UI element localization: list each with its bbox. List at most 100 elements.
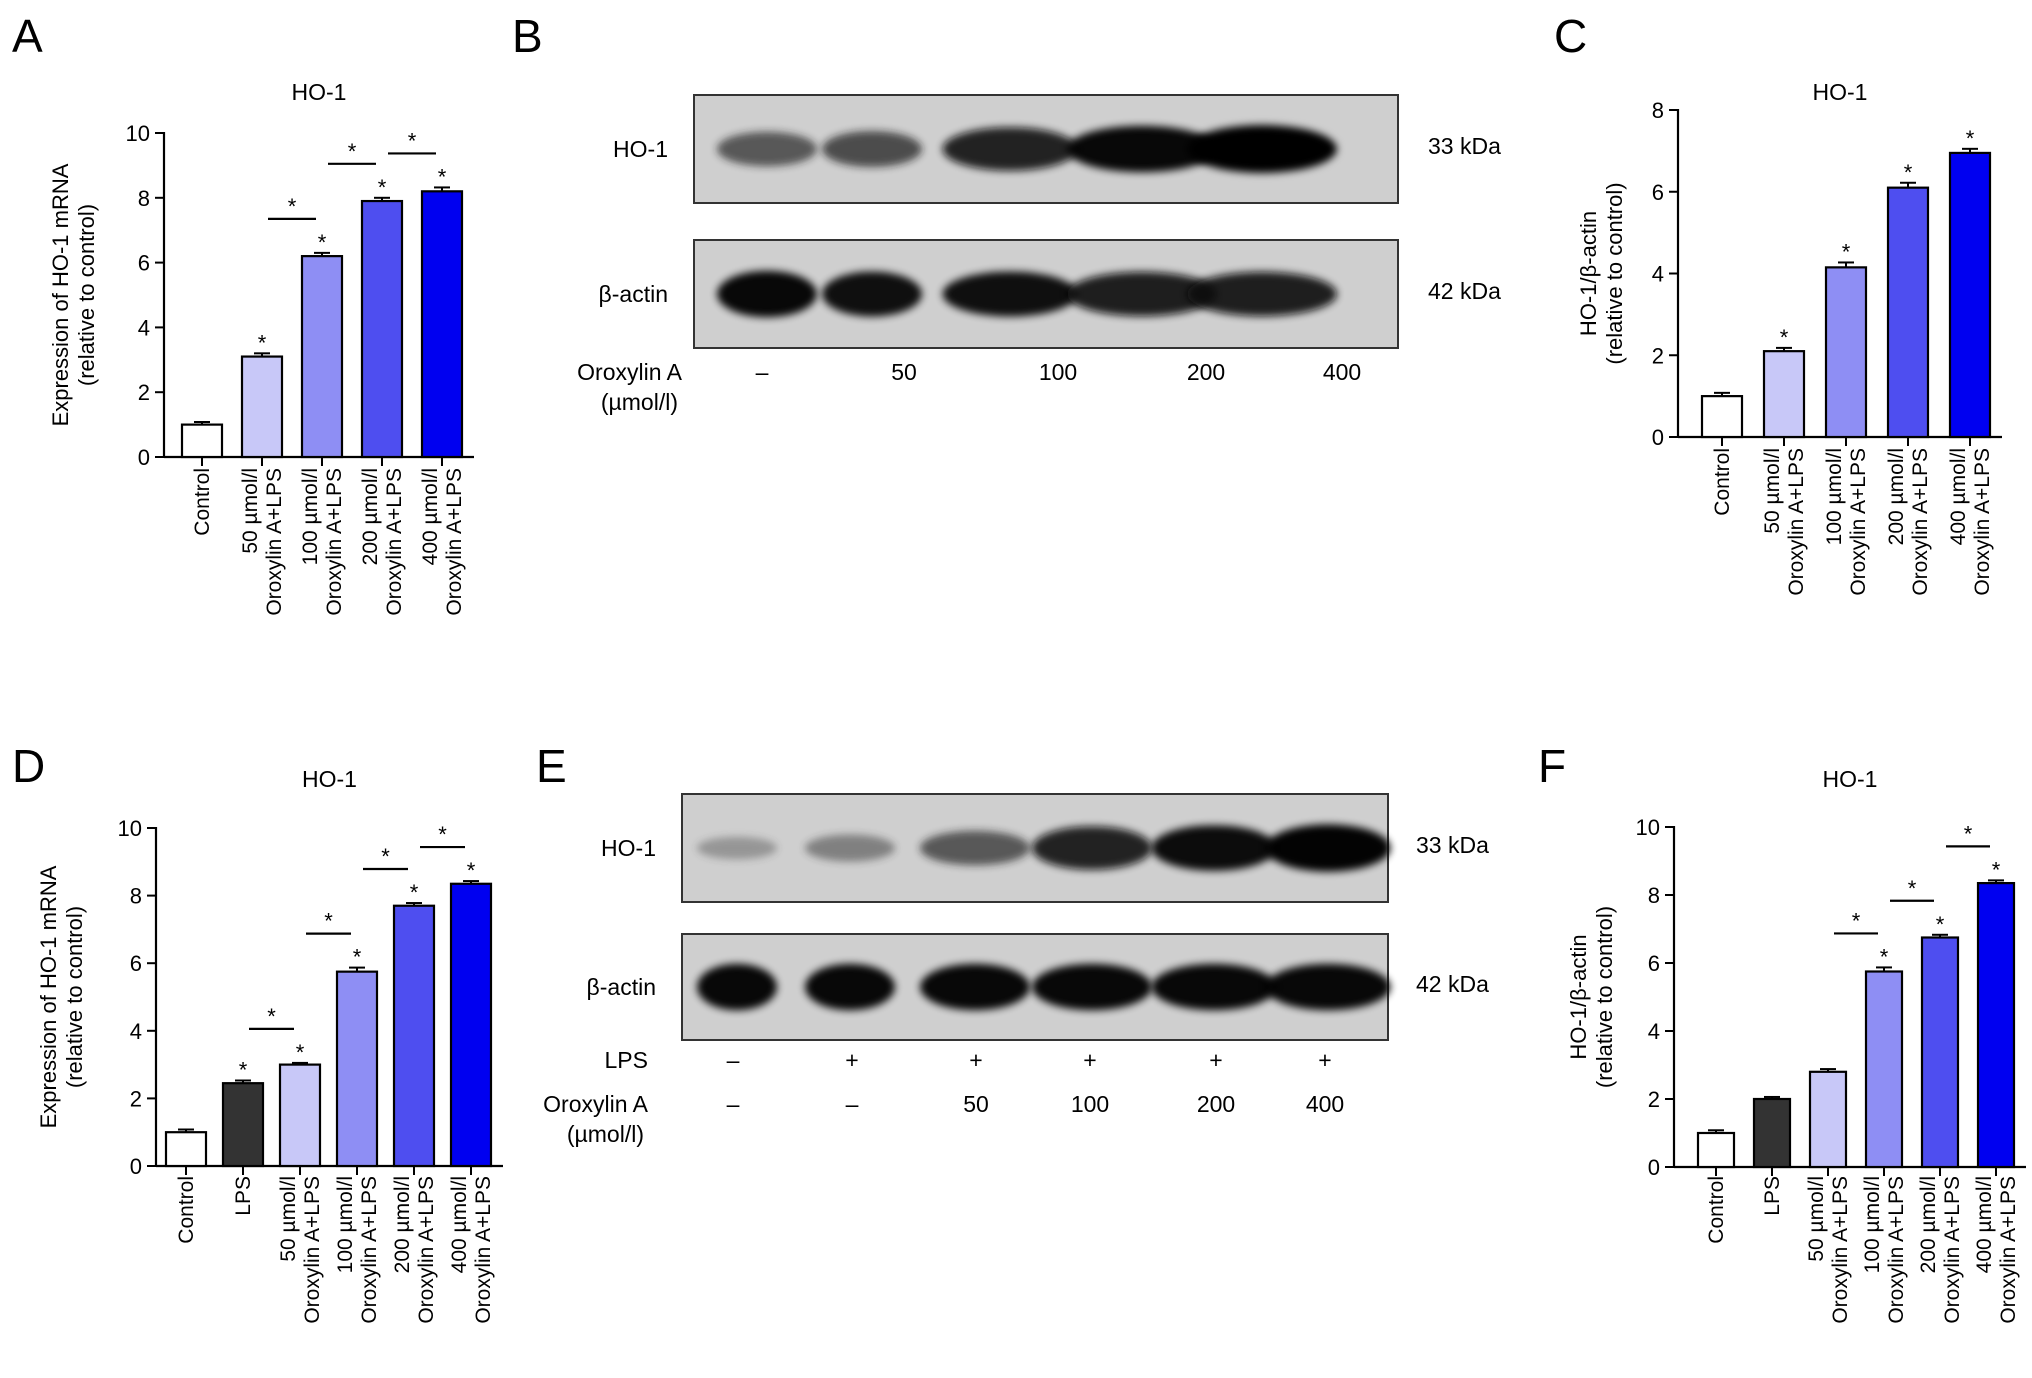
category-label: Oroxylin A+LPS [323, 468, 346, 616]
blot-row-label: HO-1 [601, 835, 656, 861]
blot-band [1187, 125, 1337, 173]
comparison-star: * [324, 909, 333, 934]
category-label: 100 µmol/l [334, 1176, 357, 1273]
blot-band [805, 963, 895, 1011]
category-label: LPS [232, 1176, 255, 1216]
bar [449, 882, 493, 1168]
significance-star: * [467, 858, 476, 883]
blot-band [717, 131, 817, 167]
treatment-value: + [1318, 1047, 1331, 1073]
panel-letter-d: D [12, 740, 45, 792]
bar [1700, 395, 1744, 439]
western-blot-panel-e: HO-1 33 kDa β-actin 42 kDa LPS – + + + + + Oroxylin… [543, 793, 1489, 1147]
category-label: Oroxylin A+LPS [472, 1176, 495, 1324]
chart-title: HO-1 [292, 79, 347, 105]
treatment-value: + [845, 1047, 858, 1073]
category-label: 50 µmol/l [277, 1176, 300, 1262]
y-axis-label: (relative to control) [1592, 906, 1617, 1088]
blot-band [1265, 824, 1391, 872]
blot-band [942, 127, 1078, 171]
treatment-value: 200 [1187, 359, 1225, 385]
bar [240, 355, 284, 459]
comparison-star: * [267, 1004, 276, 1029]
comparison-star: * [1908, 876, 1917, 901]
category-label: Oroxylin A+LPS [443, 468, 466, 616]
blot-band [1265, 963, 1391, 1011]
blot-band [1067, 125, 1217, 173]
blot-row-label: β-actin [599, 281, 668, 307]
blot-band [920, 830, 1030, 866]
y-tick-label: 0 [1652, 425, 1664, 450]
treatment-value: 200 [1197, 1091, 1235, 1117]
category-label: Oroxylin A+LPS [301, 1176, 324, 1324]
significance-star: * [318, 230, 327, 255]
y-tick-label: 0 [1648, 1155, 1660, 1180]
significance-star: * [438, 164, 447, 189]
category-label: 200 µmol/l [391, 1176, 414, 1273]
category-label: Oroxylin A+LPS [1829, 1176, 1852, 1324]
significance-star: * [1842, 239, 1851, 264]
bar [1762, 350, 1806, 439]
treatment-unit-label: (µmol/l) [601, 389, 678, 415]
category-label: Control [1705, 1176, 1728, 1244]
y-tick-label: 2 [1648, 1087, 1660, 1112]
treatment-value: – [846, 1091, 859, 1117]
category-label: 400 µmol/l [448, 1176, 471, 1273]
y-axis-label: (relative to control) [62, 906, 87, 1088]
chart-panel-a: HO-1 Expression of HO-1 mRNA (relative to … [48, 79, 474, 616]
comparison-star: * [1964, 821, 1973, 846]
blot-band [717, 270, 817, 318]
category-label: 100 µmol/l [1823, 448, 1846, 545]
blot-kda-label: 42 kDa [1428, 278, 1501, 304]
treatment-value: 100 [1039, 359, 1077, 385]
blot-kda-label: 33 kDa [1416, 832, 1489, 858]
bar [1948, 151, 1992, 439]
y-axis-label: HO-1/β-actin [1566, 934, 1591, 1059]
blot-row-label: HO-1 [613, 136, 668, 162]
significance-star: * [410, 880, 419, 905]
y-tick-label: 6 [138, 251, 150, 276]
y-tick-label: 2 [130, 1086, 142, 1111]
y-tick-label: 4 [130, 1019, 142, 1044]
category-label: Oroxylin A+LPS [1785, 448, 1808, 596]
panel-letter-a: A [12, 10, 43, 62]
y-tick-label: 6 [130, 951, 142, 976]
treatment-value: 50 [891, 359, 917, 385]
comparison-star: * [1852, 908, 1861, 933]
bar [392, 904, 436, 1168]
treatment-label: Oroxylin A [543, 1091, 648, 1117]
treatment-value: – [756, 359, 769, 385]
y-tick-label: 8 [130, 884, 142, 909]
y-axis-label: HO-1/β-actin [1576, 211, 1601, 336]
category-label: Oroxylin A+LPS [1997, 1176, 2020, 1324]
category-label: Oroxylin A+LPS [1847, 448, 1870, 596]
category-label: Control [175, 1176, 198, 1244]
chart-title: HO-1 [1823, 766, 1878, 792]
y-axis-label: Expression of HO-1 mRNA [36, 865, 61, 1128]
y-tick-label: 6 [1648, 951, 1660, 976]
bar [360, 199, 404, 459]
y-axis-label: (relative to control) [1602, 182, 1627, 364]
category-label: 100 µmol/l [1861, 1176, 1884, 1273]
bar [1864, 970, 1904, 1169]
bar [335, 970, 379, 1168]
category-label: Oroxylin A+LPS [263, 468, 286, 616]
blot-band [942, 271, 1078, 317]
category-label: Oroxylin A+LPS [1971, 448, 1994, 596]
significance-star: * [296, 1040, 305, 1065]
significance-star: * [353, 945, 362, 970]
blot-band [1032, 963, 1152, 1011]
category-label: 50 µmol/l [239, 468, 262, 554]
treatment-value: 400 [1323, 359, 1361, 385]
panel-letter-e: E [536, 740, 567, 792]
panel-letter-f: F [1538, 740, 1566, 792]
category-label: 400 µmol/l [419, 468, 442, 565]
y-tick-label: 2 [138, 380, 150, 405]
category-label: LPS [1761, 1176, 1784, 1216]
chart-title: HO-1 [302, 766, 357, 792]
bar [420, 190, 464, 459]
blot-kda-label: 33 kDa [1428, 133, 1501, 159]
bar [300, 255, 344, 459]
bar [1920, 936, 1960, 1169]
